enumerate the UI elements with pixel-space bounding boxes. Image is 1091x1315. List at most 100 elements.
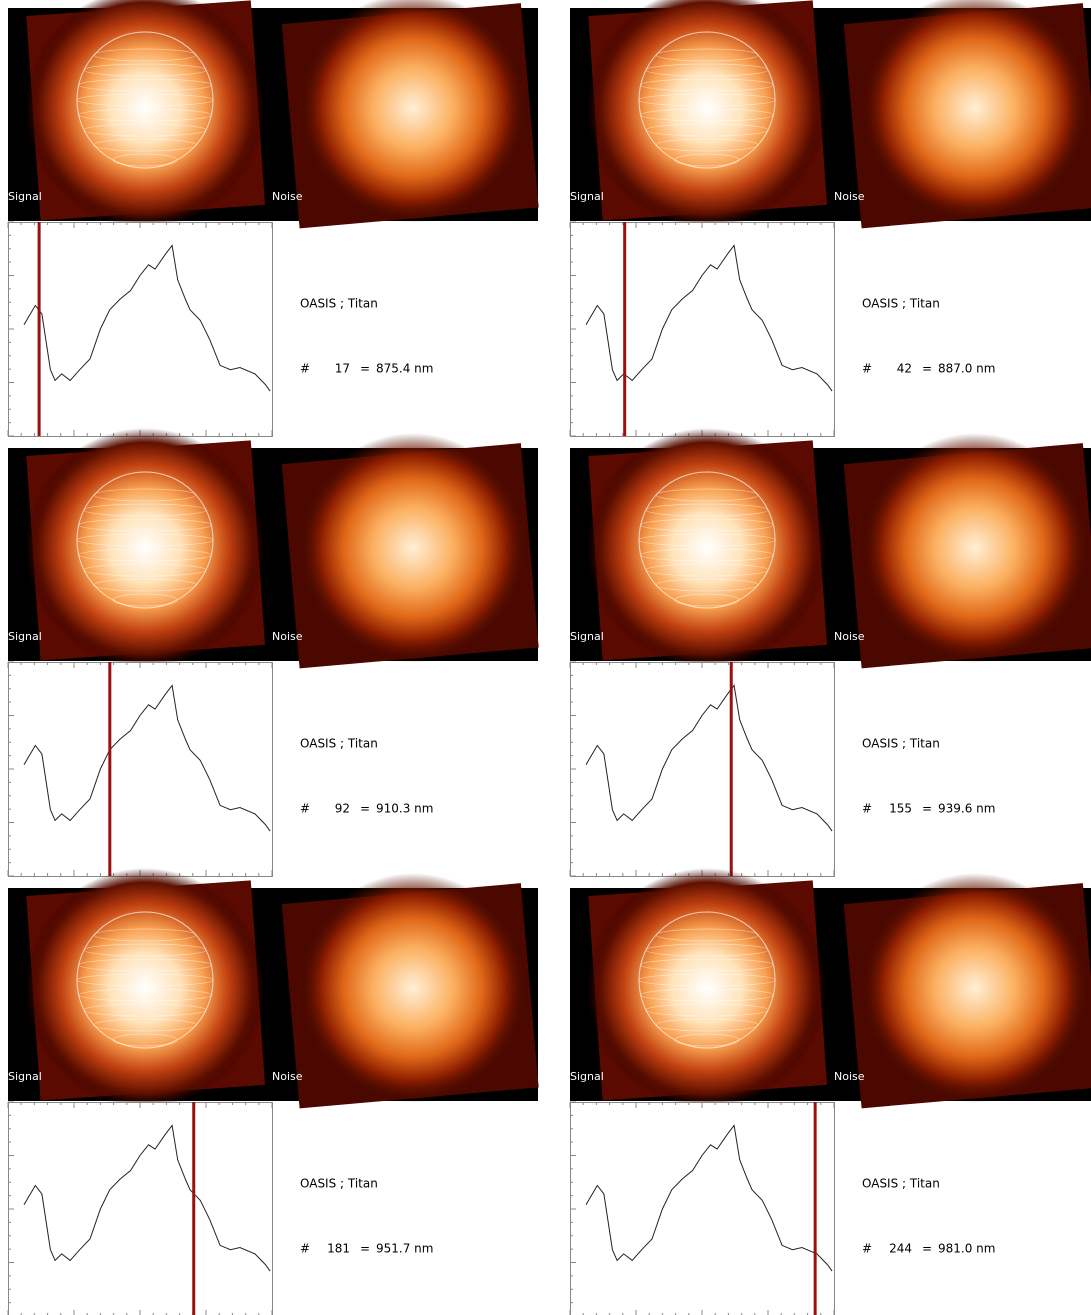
latitude-line bbox=[655, 138, 759, 152]
title: OASIS ; Titan bbox=[300, 1177, 378, 1191]
latitude-line bbox=[638, 533, 776, 547]
signal-image bbox=[25, 428, 265, 668]
signal-label: Signal bbox=[8, 190, 42, 203]
latitude-line bbox=[640, 958, 774, 972]
plot-frame bbox=[570, 222, 835, 437]
latitude-line bbox=[83, 943, 207, 957]
latitude-line bbox=[78, 78, 212, 92]
latitude-line bbox=[640, 78, 774, 92]
latitude-line bbox=[638, 93, 776, 107]
latitude-line bbox=[112, 593, 178, 607]
latitude-line bbox=[645, 503, 769, 517]
index: 244 bbox=[889, 1242, 912, 1256]
panel: Signal Noise OASIS ; Titan # 17 = 875.4 nm bbox=[7, 0, 539, 437]
wavelength: 981.0 nm bbox=[938, 1242, 995, 1256]
spectrum-line bbox=[585, 1124, 833, 1272]
panel: Signal Noise OASIS ; Titan # 181 = 951.7 nm bbox=[7, 868, 539, 1315]
latitude-line bbox=[93, 928, 197, 942]
spectrum-line bbox=[585, 684, 833, 832]
latitude-line bbox=[83, 63, 207, 77]
spectrum-plot bbox=[7, 221, 273, 437]
latitude-line bbox=[93, 138, 197, 152]
noise-label: Noise bbox=[272, 190, 303, 203]
latitude-line bbox=[640, 108, 774, 122]
equals: = bbox=[922, 1242, 932, 1256]
title: OASIS ; Titan bbox=[862, 297, 940, 311]
latitude-line bbox=[645, 123, 769, 137]
title: OASIS ; Titan bbox=[300, 297, 378, 311]
signal-label: Signal bbox=[570, 190, 604, 203]
spectrum-plot bbox=[569, 1101, 835, 1315]
noise-image bbox=[860, 0, 1090, 223]
latitude-line bbox=[112, 153, 178, 167]
latitude-line bbox=[93, 488, 197, 502]
plot-frame bbox=[8, 222, 273, 437]
noise-image bbox=[860, 433, 1090, 663]
wavelength: 875.4 nm bbox=[376, 362, 433, 376]
index: 42 bbox=[897, 362, 912, 376]
spectrum-line bbox=[23, 244, 271, 392]
latitude-line bbox=[674, 153, 740, 167]
latitude-line bbox=[78, 988, 212, 1002]
latitude-line bbox=[112, 1033, 178, 1047]
plot-frame bbox=[570, 662, 835, 877]
latitude-line bbox=[674, 593, 740, 607]
noise-image bbox=[298, 433, 528, 663]
index: 181 bbox=[327, 1242, 350, 1256]
equals: = bbox=[360, 1242, 370, 1256]
latitude-line bbox=[640, 518, 774, 532]
latitude-line bbox=[655, 48, 759, 62]
latitude-line bbox=[655, 578, 759, 592]
latitude-line bbox=[93, 1018, 197, 1032]
signal-image bbox=[587, 428, 827, 668]
wavelength: 910.3 nm bbox=[376, 802, 433, 816]
wavelength: 939.6 nm bbox=[938, 802, 995, 816]
hash: # bbox=[862, 1242, 872, 1256]
signal-image bbox=[587, 0, 827, 228]
signal-label: Signal bbox=[8, 1070, 42, 1083]
signal-image bbox=[25, 868, 265, 1108]
noise-image bbox=[298, 0, 528, 223]
panel: Signal Noise OASIS ; Titan # 42 = 887.0 nm bbox=[569, 0, 1091, 437]
plot-frame bbox=[570, 1102, 835, 1315]
latitude-line bbox=[640, 988, 774, 1002]
spectrum-line bbox=[585, 244, 833, 392]
spectrum-line bbox=[23, 684, 271, 832]
latitude-line bbox=[76, 973, 214, 987]
signal-image bbox=[25, 0, 265, 228]
index: 17 bbox=[335, 362, 350, 376]
signal-label: Signal bbox=[570, 1070, 604, 1083]
equals: = bbox=[360, 802, 370, 816]
latitude-line bbox=[93, 48, 197, 62]
spectrum-plot bbox=[7, 1101, 273, 1315]
spectrum-plot bbox=[569, 221, 835, 437]
hash: # bbox=[300, 362, 310, 376]
latitude-line bbox=[83, 563, 207, 577]
latitude-line bbox=[655, 488, 759, 502]
wavelength: 887.0 nm bbox=[938, 362, 995, 376]
equals: = bbox=[922, 802, 932, 816]
latitude-line bbox=[78, 958, 212, 972]
panel: Signal Noise OASIS ; Titan # 155 = 939.6 nm bbox=[569, 428, 1091, 877]
latitude-line bbox=[93, 578, 197, 592]
latitude-line bbox=[645, 63, 769, 77]
latitude-line bbox=[638, 973, 776, 987]
hash: # bbox=[300, 802, 310, 816]
noise-label: Noise bbox=[272, 630, 303, 643]
latitude-line bbox=[655, 1018, 759, 1032]
noise-label: Noise bbox=[834, 630, 865, 643]
latitude-line bbox=[83, 1003, 207, 1017]
hash: # bbox=[300, 1242, 310, 1256]
hash: # bbox=[862, 362, 872, 376]
index: 92 bbox=[335, 802, 350, 816]
latitude-line bbox=[83, 123, 207, 137]
noise-label: Noise bbox=[834, 1070, 865, 1083]
latitude-line bbox=[645, 563, 769, 577]
plot-frame bbox=[8, 1102, 273, 1315]
latitude-line bbox=[645, 1003, 769, 1017]
latitude-line bbox=[78, 108, 212, 122]
latitude-line bbox=[78, 518, 212, 532]
equals: = bbox=[360, 362, 370, 376]
equals: = bbox=[922, 362, 932, 376]
wavelength: 951.7 nm bbox=[376, 1242, 433, 1256]
